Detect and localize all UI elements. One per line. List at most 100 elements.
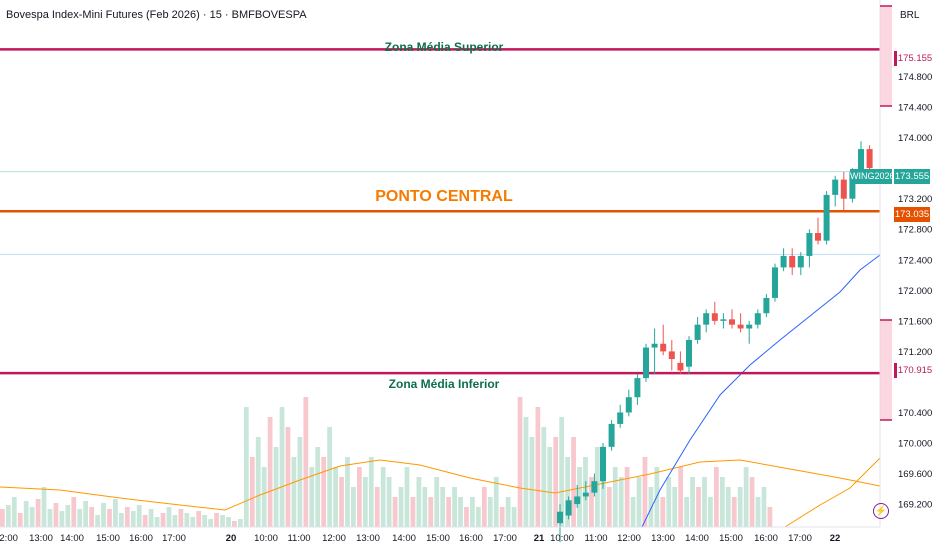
candle-body: [789, 255, 796, 268]
candle-body: [754, 313, 761, 325]
candle-body: [763, 297, 770, 314]
ma-orange-short-line: [784, 457, 881, 528]
volume-bar: [351, 487, 356, 527]
candle-body: [634, 378, 641, 398]
volume-bar: [547, 447, 553, 527]
volume-bar: [755, 497, 761, 527]
volume-bars: [0, 397, 773, 527]
candle-body: [711, 313, 718, 321]
time-tick-label: 11:00: [584, 533, 607, 544]
volume-bar: [612, 467, 618, 527]
volume-bar: [559, 417, 565, 527]
volume-bar: [190, 517, 196, 527]
price-tick-label: 174.000: [898, 133, 932, 144]
time-axis[interactable]: 12:00 13:00 14:00 15:00 16:00 17:00 20 10:00 11:…: [0, 526, 880, 544]
volume-bar: [410, 497, 416, 527]
volume-bar: [481, 487, 487, 527]
volume-bar: [130, 511, 136, 527]
volume-bar: [517, 397, 523, 527]
volume-bar: [291, 457, 297, 527]
volume-bar: [154, 517, 160, 527]
lightning-icon[interactable]: ⚡: [873, 503, 889, 519]
volume-bar: [416, 477, 422, 527]
volume-bar: [202, 515, 208, 527]
volume-bar: [398, 487, 404, 527]
candle-body: [823, 194, 830, 241]
volume-bar: [243, 407, 249, 527]
volume-bar: [392, 497, 398, 527]
volume-bar: [41, 487, 47, 527]
volume-bar: [226, 517, 231, 527]
time-tick-label: 15:00: [96, 533, 120, 544]
volume-bar: [743, 467, 749, 527]
price-tick-label: 174.800: [898, 72, 932, 83]
volume-bar: [493, 477, 499, 527]
volume-bar: [666, 477, 672, 527]
volume-bar: [719, 477, 725, 527]
candle-body: [651, 343, 658, 348]
volume-bar: [648, 487, 654, 527]
candle-body: [737, 324, 744, 329]
volume-bar: [71, 497, 77, 527]
candle-body: [668, 351, 675, 360]
time-tick-label: 10:00: [550, 533, 574, 544]
volume-bar: [261, 467, 267, 527]
volume-bar: [630, 497, 636, 527]
volume-bar: [208, 519, 213, 527]
price-tick-label: 170.000: [898, 439, 932, 450]
candle-body: [660, 343, 667, 352]
price-tick-label: 171.600: [898, 316, 932, 327]
price-axis[interactable]: 174.800 174.400 174.000 173.200 172.800 172.4…: [879, 0, 932, 550]
volume-bar: [428, 497, 434, 527]
gridlines: [0, 171, 880, 255]
volume-bar: [119, 513, 124, 527]
volume-bar: [83, 501, 89, 527]
central-point-label: PONTO CENTRAL: [375, 188, 513, 205]
volume-bar: [160, 513, 166, 527]
volume-bar: [142, 515, 148, 527]
symbol-tag: WING2026: [850, 169, 895, 184]
volume-bar: [589, 477, 594, 527]
volume-bar: [714, 467, 719, 527]
candle-body: [806, 233, 813, 256]
volume-bar: [470, 497, 475, 527]
price-tick-label: 172.000: [898, 286, 932, 297]
price-tick-label: 172.400: [898, 255, 932, 266]
symbol-title[interactable]: Bovespa Index-Mini Futures (Feb 2026) · …: [6, 9, 307, 21]
currency-label[interactable]: BRL: [900, 10, 920, 21]
time-tick-label: 14:00: [392, 533, 416, 544]
volume-bar: [333, 467, 338, 527]
volume-bar: [571, 437, 576, 527]
volume-bar: [380, 467, 386, 527]
volume-bar: [731, 497, 737, 527]
candle-body: [608, 423, 615, 447]
volume-bar: [166, 507, 172, 527]
level-lines: [0, 48, 880, 375]
volume-bar: [487, 497, 493, 527]
volume-bar: [660, 497, 666, 527]
price-tick-label: 169.600: [898, 469, 932, 480]
volume-bar: [541, 427, 547, 527]
volume-bar: [89, 507, 94, 527]
volume-bar: [101, 503, 106, 527]
volume-bar: [422, 487, 428, 527]
time-tick-label: 12:00: [322, 533, 346, 544]
volume-bar: [386, 477, 392, 527]
candle-body: [849, 171, 856, 199]
volume-bar: [725, 487, 731, 527]
candle-body: [625, 397, 632, 413]
volume-bar: [35, 499, 41, 527]
candle-body: [840, 179, 847, 199]
candle-body: [720, 319, 727, 321]
candle-body: [866, 149, 873, 169]
candle-body: [832, 179, 839, 195]
volume-bar: [124, 507, 130, 527]
volume-bar: [279, 407, 285, 527]
candle-body: [582, 492, 589, 497]
volume-bar: [505, 497, 511, 527]
volume-bar: [362, 477, 368, 527]
candle-body: [780, 255, 787, 268]
time-tick-label: 12:00: [617, 533, 641, 544]
time-tick-label: 15:00: [426, 533, 450, 544]
